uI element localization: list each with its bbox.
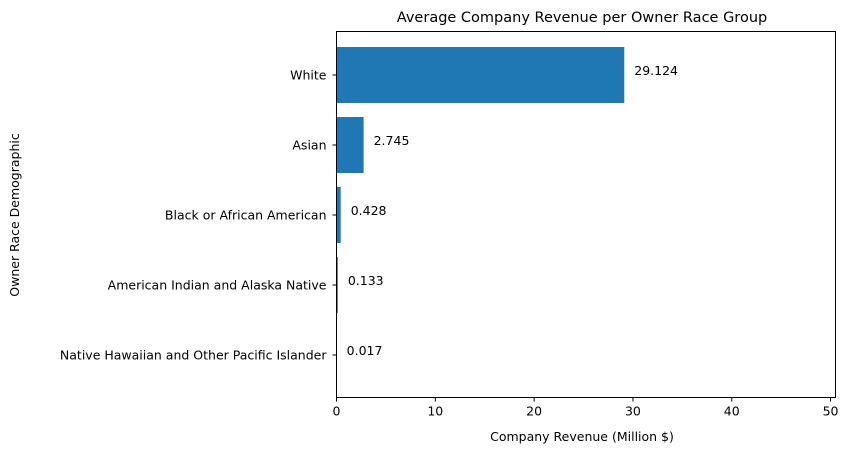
category-labels-group: White Asian Black or African American Ameri…	[60, 68, 327, 363]
bar	[336, 257, 338, 313]
chart-title: Average Company Revenue per Owner Race G…	[397, 10, 767, 26]
x-axis-label: Company Revenue (Million $)	[490, 429, 674, 444]
data-labels-group: 29.124 2.745 0.428 0.133 0.017	[347, 63, 678, 358]
data-label: 0.017	[347, 343, 383, 358]
data-label: 29.124	[634, 63, 678, 78]
category-label: White	[290, 68, 327, 83]
category-label: Black or African American	[165, 208, 327, 223]
x-tick-label: 20	[526, 404, 542, 419]
y-axis-label: Owner Race Demographic	[7, 133, 22, 297]
plot-frame	[336, 31, 836, 398]
bars-group	[336, 47, 625, 383]
category-label: Asian	[292, 138, 326, 153]
bar	[336, 187, 341, 243]
category-label: American Indian and Alaska Native	[108, 278, 327, 293]
x-tick-label: 30	[625, 404, 641, 419]
x-tick-label: 10	[427, 404, 443, 419]
data-label: 0.133	[348, 273, 384, 288]
data-label: 0.428	[351, 203, 387, 218]
data-label: 2.745	[374, 133, 410, 148]
bar	[336, 47, 625, 103]
y-ticks-group	[332, 74, 337, 356]
category-label: Native Hawaiian and Other Pacific Island…	[60, 348, 327, 363]
x-tick-label: 50	[823, 404, 839, 419]
x-ticks-group: 0 10 20 30 40 50	[333, 397, 839, 419]
x-tick-label: 40	[724, 404, 740, 419]
x-tick-label: 0	[333, 404, 341, 419]
bar	[336, 117, 364, 173]
